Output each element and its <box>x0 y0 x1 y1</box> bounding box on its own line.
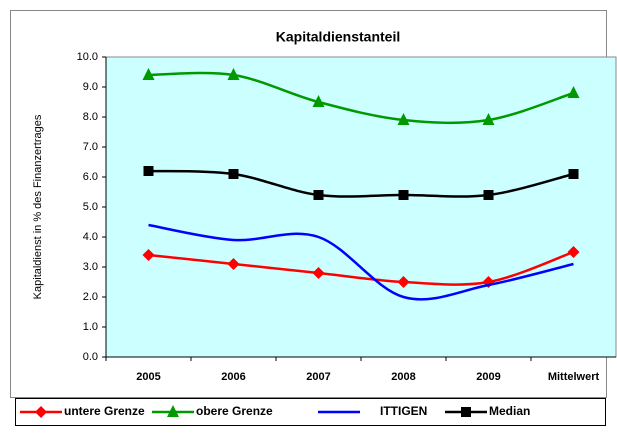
series-line <box>148 223 574 301</box>
y-tick-label: 3.0 <box>83 261 98 273</box>
legend-label: obere Grenze <box>196 404 273 418</box>
x-tick-label: 2007 <box>306 371 330 383</box>
series-line <box>148 169 574 198</box>
x-tick-label: 2008 <box>391 371 415 383</box>
y-tick-label: 6.0 <box>83 171 98 183</box>
y-tick-label: 10.0 <box>77 51 98 63</box>
marker <box>397 113 410 125</box>
y-axis-label: Kapitaldienst in % des Finanzertrages <box>32 114 44 299</box>
marker <box>397 276 410 288</box>
x-tick-label: 2006 <box>221 371 245 383</box>
marker <box>143 166 154 176</box>
marker <box>567 246 580 258</box>
legend-label: Median <box>489 404 530 418</box>
marker <box>227 258 240 270</box>
y-tick-label: 1.0 <box>83 321 98 333</box>
legend-label: untere Grenze <box>64 404 145 418</box>
marker <box>142 68 155 80</box>
marker <box>461 407 471 417</box>
y-tick-label: 0.0 <box>83 351 98 363</box>
y-tick-label: 5.0 <box>83 201 98 213</box>
y-tick-label: 8.0 <box>83 111 98 123</box>
y-tick-label: 2.0 <box>83 291 98 303</box>
x-tick-label: Mittelwert <box>548 371 600 383</box>
marker <box>483 190 494 200</box>
y-tick-label: 7.0 <box>83 141 98 153</box>
marker <box>228 169 239 179</box>
marker <box>227 68 240 80</box>
marker <box>167 405 179 417</box>
y-tick-label: 9.0 <box>83 81 98 93</box>
marker <box>312 95 325 107</box>
marker <box>35 406 47 418</box>
marker <box>142 249 155 261</box>
chart-title: Kapitaldienstanteil <box>276 29 400 45</box>
x-tick-label: 2009 <box>476 371 500 383</box>
series-line <box>148 71 574 125</box>
marker <box>313 190 324 200</box>
plot-area <box>105 56 617 358</box>
marker <box>312 267 325 279</box>
marker <box>568 169 579 179</box>
series-line <box>148 250 574 286</box>
legend <box>15 398 606 426</box>
x-tick-label: 2005 <box>136 371 160 383</box>
y-tick-label: 4.0 <box>83 231 98 243</box>
marker <box>482 113 495 125</box>
marker <box>398 190 409 200</box>
marker <box>567 86 580 98</box>
legend-label: ITTIGEN <box>380 404 427 418</box>
